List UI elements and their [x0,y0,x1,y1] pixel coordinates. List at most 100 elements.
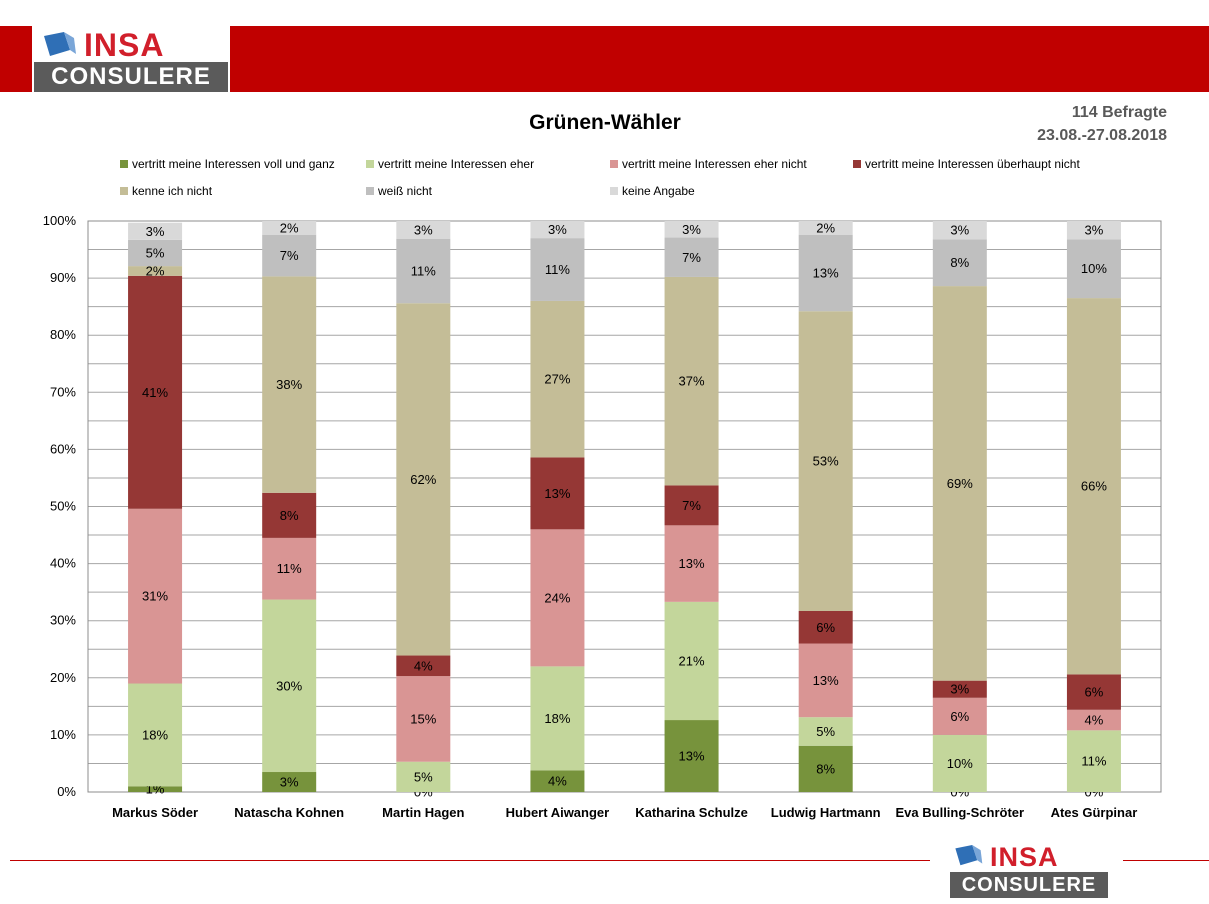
data-label: 6% [950,709,969,724]
bar-segment [262,537,317,600]
plot-area [87,220,1162,793]
x-tick-label: Ludwig Hartmann [771,805,881,820]
bar-segment [798,234,853,312]
data-label: 13% [813,265,839,280]
bar-segment [396,303,451,656]
data-label: 6% [816,620,835,635]
logo-consulere-text: CONSULERE [34,62,228,92]
bar-segment [1066,709,1121,731]
y-tick-label: 40% [50,556,76,571]
y-tick-label: 70% [50,384,76,399]
legend-item: vertritt meine Interessen voll und ganz [120,157,335,171]
footer-logo: INSA CONSULERE [948,840,1110,900]
data-label: 18% [544,711,570,726]
y-tick-label: 10% [50,727,76,742]
data-label: 5% [414,769,433,784]
bar-segment [128,786,183,792]
legend-swatch [610,187,618,195]
data-label: 8% [280,508,299,523]
data-label: 7% [682,498,701,513]
x-tick-label: Markus Söder [112,805,198,820]
bar-segment [396,655,451,677]
bar-segment [396,221,451,239]
data-label: 41% [142,385,168,400]
legend-label: vertritt meine Interessen überhaupt nich… [865,157,1080,171]
bar-segment [664,276,719,486]
data-label: 27% [544,372,570,387]
data-label: 15% [410,711,436,726]
data-label: 11% [411,263,436,278]
bar-segment [1066,239,1121,299]
legend-swatch [853,160,861,168]
y-tick-label: 30% [50,613,76,628]
bar-segment [932,680,987,698]
data-label: 2% [280,220,299,235]
x-tick-label: Hubert Aiwanger [506,805,610,820]
header-logo: INSA CONSULERE [32,26,230,94]
data-label: 3% [548,222,567,237]
bar-segment [932,221,987,240]
legend-item: vertritt meine Interessen überhaupt nich… [853,157,1080,171]
bar-segment [932,286,987,681]
legend-label: vertritt meine Interessen eher nicht [622,157,807,171]
bar-segment [798,610,853,644]
legend-label: keine Angabe [622,184,695,198]
data-label: 2% [146,263,165,278]
bar-segment [664,485,719,526]
survey-date-range: 23.08.-27.08.2018 [1037,127,1167,144]
bar-segment [128,683,183,787]
y-tick-label: 20% [50,670,76,685]
y-tick-label: 50% [50,499,76,514]
bar-segment [128,222,183,240]
bar-segment [262,492,317,538]
bar-segment [530,529,585,667]
bar-segment [932,734,987,792]
data-label: 3% [146,224,165,239]
bar-segment [128,508,183,684]
bar-segment [664,237,719,277]
data-label: 13% [679,749,705,764]
legend-swatch [120,187,128,195]
x-tick-label: Ates Gürpinar [1051,805,1138,820]
legend-swatch [366,187,374,195]
legend-item: keine Angabe [610,184,695,198]
bar-segment [262,599,317,773]
cube-icon [955,845,983,866]
data-label: 24% [544,590,570,605]
bar-segment [262,234,317,277]
legend-swatch [120,160,128,168]
legend-label: vertritt meine Interessen eher [378,157,535,171]
bar-segment [530,666,585,771]
bar-segment [530,221,585,239]
data-label: 3% [1085,223,1104,238]
data-label: 5% [816,724,835,739]
bar-segment [664,525,719,602]
data-label: 62% [410,472,436,487]
logo-consulere-text: CONSULERE [950,872,1108,898]
data-label: 4% [1085,713,1104,728]
footer-line-left [10,860,930,861]
y-tick-label: 0% [57,784,76,799]
data-label: 21% [679,653,705,668]
bar-segment [396,238,451,304]
data-label: 3% [950,223,969,238]
bar-segment [262,772,317,792]
bar-segment [664,601,719,721]
legend-swatch [366,160,374,168]
data-label: 7% [280,248,299,263]
legend-label: vertritt meine Interessen voll und ganz [132,157,335,171]
data-label: 18% [142,727,168,742]
data-label: 37% [679,374,705,389]
bar-segment [530,300,585,458]
x-tick-label: Katharina Schulze [635,805,748,820]
x-tick-label: Martin Hagen [382,805,464,820]
data-label: 11% [1081,754,1106,769]
data-label: 13% [544,486,570,501]
bar-segment [530,457,585,530]
data-label: 3% [414,222,433,237]
legend-item: vertritt meine Interessen eher nicht [610,157,807,171]
x-tick-label: Eva Bulling-Schröter [896,805,1025,820]
data-label: 8% [950,255,969,270]
data-label: 13% [813,673,839,688]
